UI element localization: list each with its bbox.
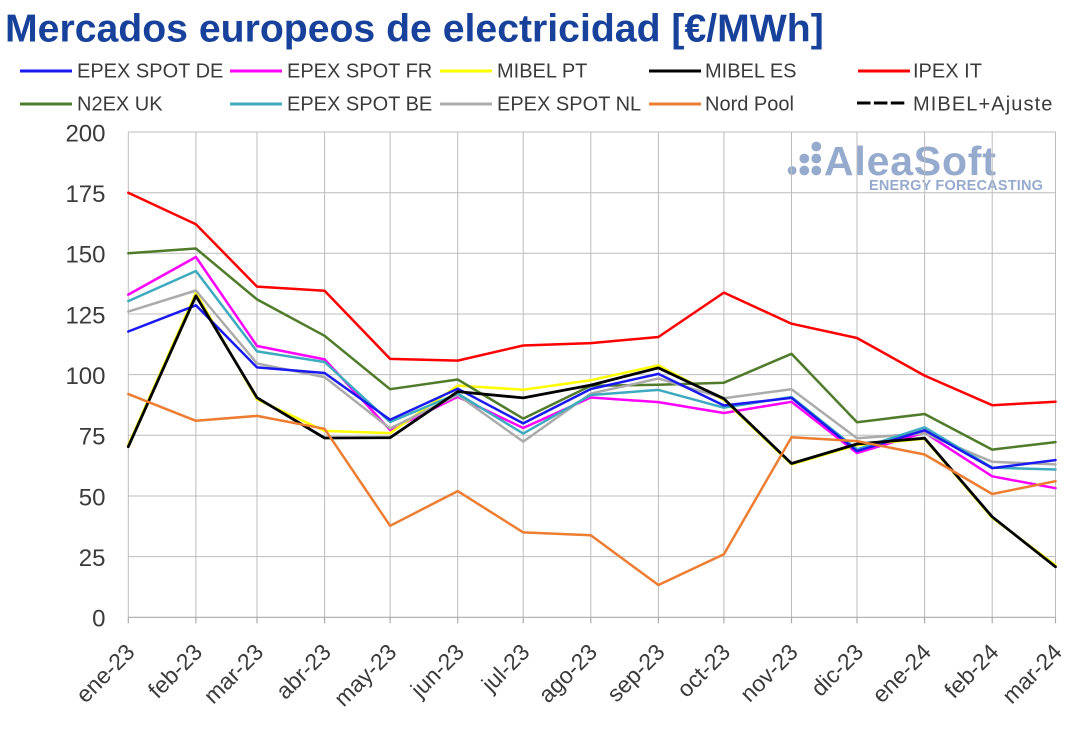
svg-text:50: 50: [79, 484, 106, 511]
svg-text:oct-23: oct-23: [672, 639, 736, 703]
svg-text:100: 100: [65, 363, 105, 390]
svg-text:Mercados europeos de electrici: Mercados europeos de electricidad [€/MWh…: [5, 8, 824, 51]
svg-text:sep-23: sep-23: [602, 639, 670, 707]
svg-text:feb-24: feb-24: [939, 639, 1004, 704]
svg-text:dic-23: dic-23: [806, 639, 869, 702]
svg-text:MIBEL+Ajuste: MIBEL+Ajuste: [913, 93, 1054, 115]
svg-text:MIBEL PT: MIBEL PT: [497, 60, 587, 82]
svg-text:AleaSoft: AleaSoft: [824, 138, 997, 184]
svg-text:may-23: may-23: [329, 639, 402, 712]
svg-text:feb-23: feb-23: [143, 639, 208, 704]
svg-text:125: 125: [65, 302, 105, 329]
svg-text:175: 175: [65, 181, 105, 208]
svg-text:EPEX SPOT BE: EPEX SPOT BE: [287, 93, 432, 115]
svg-text:abr-23: abr-23: [271, 639, 336, 704]
svg-text:ENERGY FORECASTING: ENERGY FORECASTING: [869, 178, 1043, 194]
svg-text:jun-23: jun-23: [405, 639, 469, 703]
svg-text:EPEX SPOT NL: EPEX SPOT NL: [497, 93, 641, 115]
svg-text:mar-23: mar-23: [198, 639, 268, 709]
svg-text:jul-23: jul-23: [476, 639, 535, 698]
svg-text:N2EX UK: N2EX UK: [77, 93, 163, 115]
svg-text:nov-23: nov-23: [735, 639, 803, 707]
svg-text:0: 0: [92, 606, 105, 633]
svg-text:IPEX IT: IPEX IT: [913, 60, 982, 82]
svg-text:mar-24: mar-24: [997, 639, 1067, 709]
svg-text:MIBEL ES: MIBEL ES: [705, 60, 797, 82]
svg-text:EPEX SPOT DE: EPEX SPOT DE: [77, 60, 223, 82]
svg-text:150: 150: [65, 242, 105, 269]
svg-text:Nord Pool: Nord Pool: [705, 93, 794, 115]
svg-text:200: 200: [65, 120, 105, 147]
svg-text:75: 75: [79, 424, 106, 451]
svg-text:EPEX SPOT FR: EPEX SPOT FR: [287, 60, 432, 82]
svg-text:ene-23: ene-23: [71, 639, 140, 708]
svg-text:ene-24: ene-24: [867, 639, 936, 708]
svg-text:ago-23: ago-23: [533, 639, 602, 708]
svg-text:25: 25: [79, 545, 106, 572]
